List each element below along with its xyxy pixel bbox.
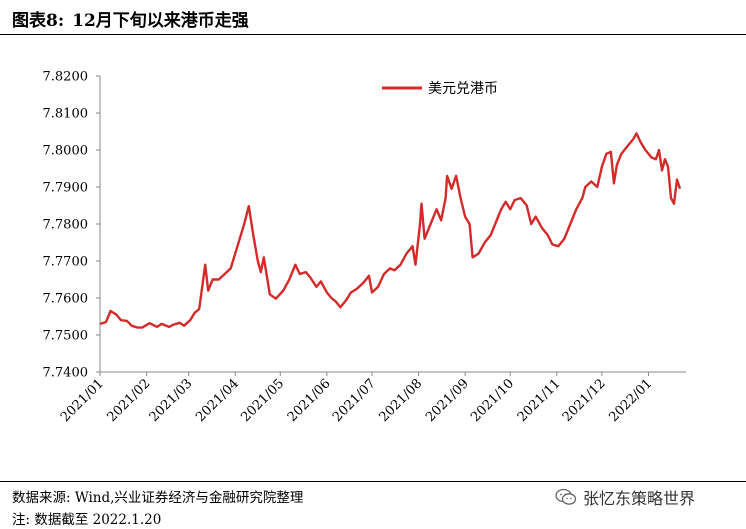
x-axis: 2021/012021/022021/032021/042021/052021/… (58, 371, 686, 425)
x-tick-label: 2021/05 (238, 376, 287, 425)
y-tick-label: 7.7900 (43, 181, 89, 196)
series-layer (99, 132, 682, 329)
figure-label: 图表8: (12, 11, 65, 31)
legend-label: 美元兑港币 (428, 81, 498, 97)
y-axis: 7.7400 7.7500 7.7600 7.7700 7.7800 7.7900 7.80… (43, 70, 101, 381)
top-rule (0, 34, 746, 35)
x-tick-label: 2021/09 (423, 376, 472, 425)
y-tick-label: 7.8000 (43, 144, 89, 159)
y-tick-label: 7.7400 (43, 366, 89, 381)
data-note: 注: 数据截至 2022.1.20 (12, 512, 162, 528)
x-tick-label: 2021/12 (560, 376, 609, 425)
bottom-rule (0, 481, 746, 482)
wechat-icon (555, 488, 577, 506)
x-tick-label: 2021/06 (285, 376, 334, 425)
watermark-text: 张忆东策略世界 (583, 489, 696, 508)
line-chart: 7.7400 7.7500 7.7600 7.7700 7.7800 7.7900 7.80… (43, 70, 686, 425)
x-tick-label: 2022/01 (606, 376, 655, 425)
figure-title: 图表8: 12月下旬以来港币走强 (12, 6, 249, 31)
y-tick-label: 7.7500 (43, 329, 89, 344)
x-tick-label: 2021/11 (515, 376, 564, 425)
x-tick-label: 2021/08 (377, 376, 426, 425)
data-source: 数据来源: Wind,兴业证券经济与金融研究院整理 (12, 490, 304, 506)
y-tick-label: 7.7800 (43, 218, 89, 233)
x-tick-label: 2021/07 (330, 376, 379, 425)
x-tick-label: 2021/10 (468, 376, 517, 425)
y-tick-label: 7.8200 (43, 70, 89, 85)
legend: 美元兑港币 (382, 81, 498, 97)
y-tick-label: 7.7600 (43, 292, 89, 307)
watermark: 张忆东策略世界 (555, 485, 695, 509)
series-line (99, 132, 682, 329)
x-tick-label: 2021/01 (58, 376, 107, 425)
x-tick-label: 2021/03 (147, 376, 196, 425)
y-tick-label: 7.8100 (43, 107, 89, 122)
figure-title-text: 12月下旬以来港币走强 (72, 11, 249, 31)
x-tick-label: 2021/02 (105, 376, 154, 425)
y-tick-label: 7.7700 (43, 255, 89, 270)
x-tick-label: 2021/04 (193, 376, 242, 425)
